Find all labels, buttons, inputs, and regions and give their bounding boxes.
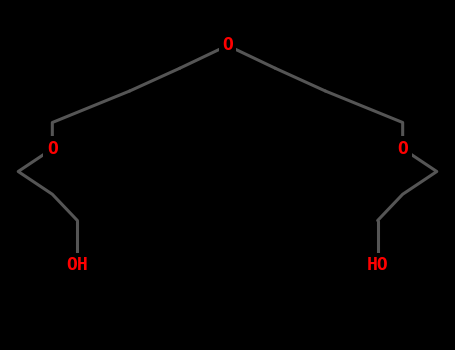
Text: OH: OH: [66, 256, 88, 274]
Text: O: O: [47, 140, 58, 158]
Text: HO: HO: [367, 256, 389, 274]
Text: O: O: [222, 36, 233, 55]
Text: O: O: [397, 140, 408, 158]
